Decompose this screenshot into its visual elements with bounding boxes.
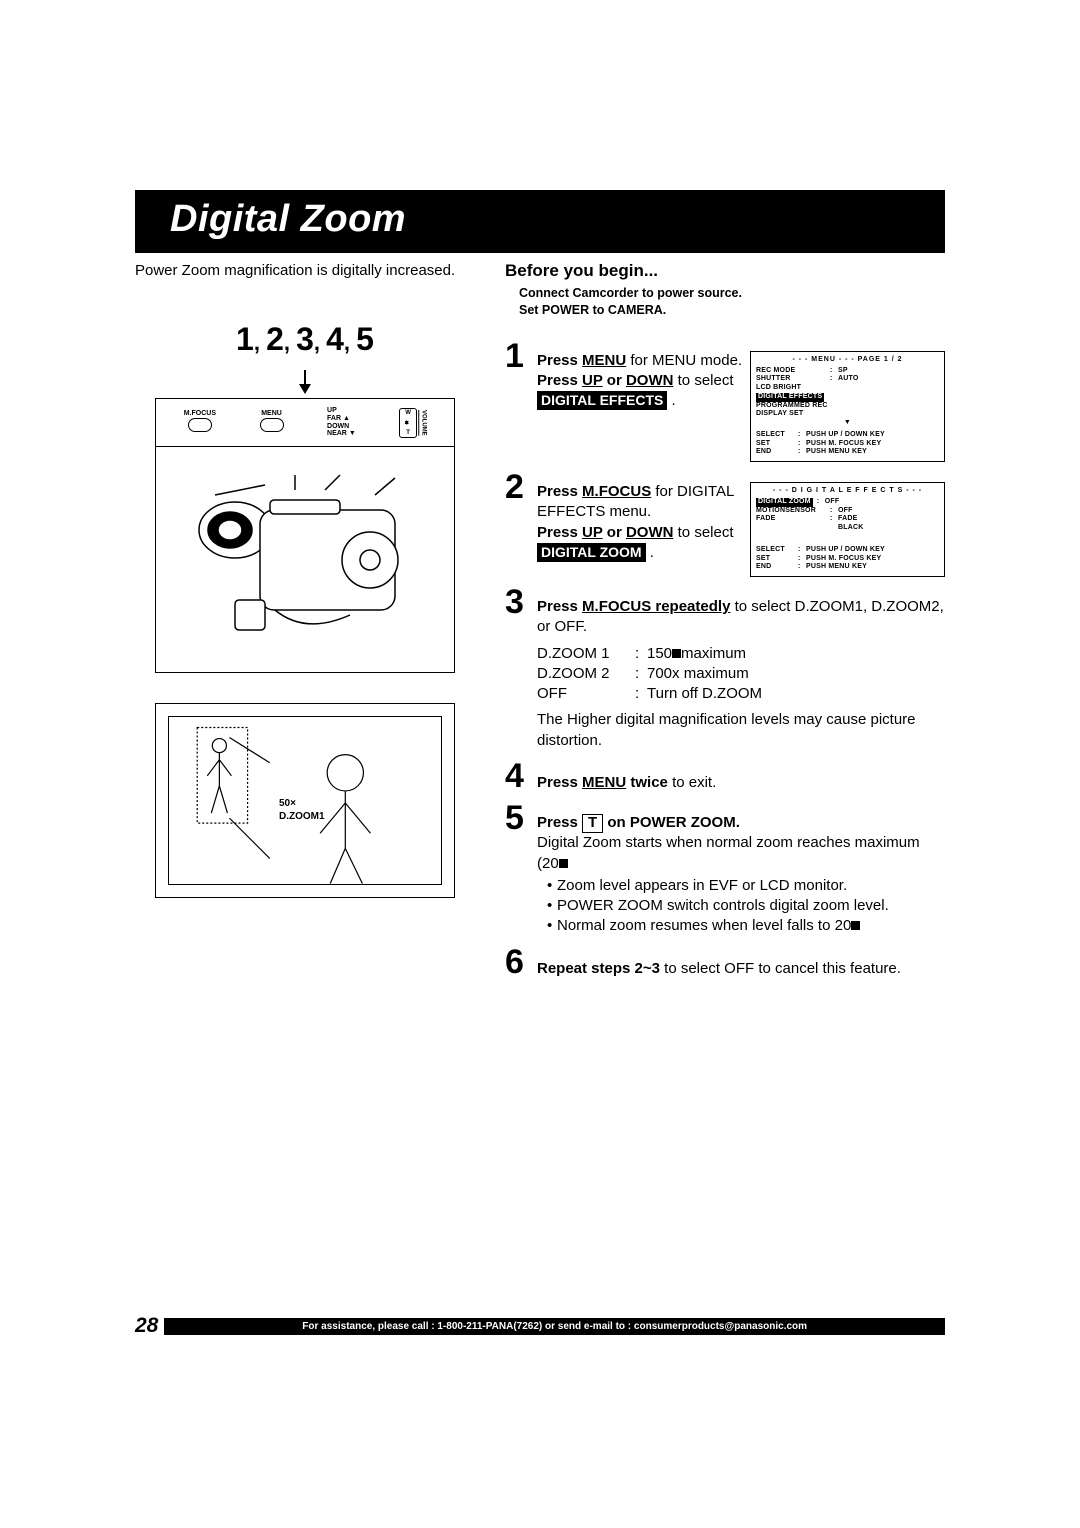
footer-assistance-bar: For assistance, please call : 1-800-211-…: [164, 1318, 945, 1335]
step-ref-4: 4: [326, 321, 344, 357]
up-label: UP: [327, 407, 337, 414]
menu1-header: - - - MENU - - - PAGE 1 / 2: [756, 356, 939, 365]
menu-screenshot-1: - - - MENU - - - PAGE 1 / 2 REC MODE:SP …: [750, 351, 945, 462]
down-label: DOWN: [327, 423, 349, 430]
menu2-header: - - - D I G I T A L E F F E C T S - - -: [756, 487, 939, 496]
step-3-text: Press M.FOCUS repeatedly to select D.ZOO…: [537, 587, 945, 751]
step-number-5: 5: [505, 803, 531, 834]
step-number-3: 3: [505, 587, 531, 618]
page-number: 28: [135, 1314, 158, 1338]
page-title: Digital Zoom: [170, 198, 925, 241]
t-label: T: [406, 430, 410, 436]
menu-button-icon: [260, 418, 284, 432]
mfocus-button-icon: [188, 418, 212, 432]
menu-label: MENU: [260, 410, 284, 418]
arrow-down-icon: [135, 370, 475, 394]
right-column: Before you begin... Connect Camcorder to…: [505, 261, 945, 989]
digital-zoom-chip: DIGITAL ZOOM: [537, 543, 646, 562]
lcd-diagram: 50× D.ZOOM1: [155, 703, 455, 898]
control-panel-diagram: M.FOCUS MENU UP FAR ▲ DOWN NEAR ▼ W ▲: [155, 398, 455, 673]
step-ref-3: 3: [296, 321, 314, 357]
step-1: 1 Press MENU for MENU mode. Press UP or …: [505, 341, 945, 462]
step-2: 2 Press M.FOCUS for DIGITAL EFFECTS menu…: [505, 472, 945, 577]
begin-sub-1: Connect Camcorder to power source.: [519, 285, 945, 302]
step-number-1: 1: [505, 341, 531, 372]
dzoom-options: D.ZOOM 1:150maximum D.ZOOM 2:700x maximu…: [537, 644, 945, 705]
step-number-6: 6: [505, 947, 531, 978]
step-5-bullet-3: Normal zoom resumes when level falls to …: [547, 916, 945, 936]
controls-row: M.FOCUS MENU UP FAR ▲ DOWN NEAR ▼ W ▲: [156, 399, 454, 447]
title-bar: Digital Zoom: [135, 190, 945, 253]
step-3-note: The Higher digital magnification levels …: [537, 710, 945, 751]
steps-label: 1, 2, 3, 4, 5: [135, 321, 475, 358]
step-2-text: Press M.FOCUS for DIGITAL EFFECTS menu. …: [537, 482, 746, 563]
step-5: 5 Press T on POWER ZOOM. Digital Zoom st…: [505, 803, 945, 937]
step-6: 6 Repeat steps 2~3 to select OFF to canc…: [505, 947, 945, 979]
step-ref-2: 2: [266, 321, 284, 357]
w-label: W: [405, 410, 411, 416]
lcd-zoom-value: 50×: [279, 797, 325, 810]
digital-effects-chip: DIGITAL EFFECTS: [537, 391, 667, 410]
zoom-rocker-icon: W ▲ ▼ T: [399, 408, 417, 438]
step-4-text: Press MENU twice to exit.: [537, 761, 945, 793]
before-begin-heading: Before you begin...: [505, 261, 945, 281]
step-5-bullet-2: POWER ZOOM switch controls digital zoom …: [547, 896, 945, 916]
camera-illustration: [156, 447, 454, 672]
content: Power Zoom magnification is digitally in…: [135, 261, 945, 989]
step-ref-5: 5: [356, 321, 374, 357]
left-column: Power Zoom magnification is digitally in…: [135, 261, 475, 989]
volume-label: VOLUME: [420, 410, 426, 436]
step-1-text: Press MENU for MENU mode. Press UP or DO…: [537, 351, 746, 412]
step-6-text: Repeat steps 2~3 to select OFF to cancel…: [537, 947, 945, 979]
intro-text: Power Zoom magnification is digitally in…: [135, 261, 475, 281]
step-3: 3 Press M.FOCUS repeatedly to select D.Z…: [505, 587, 945, 751]
far-label: FAR: [327, 415, 341, 422]
step-5-text: Press T on POWER ZOOM. Digital Zoom star…: [537, 803, 945, 937]
menu-screenshot-2: - - - D I G I T A L E F F E C T S - - - …: [750, 482, 945, 577]
step-4: 4 Press MENU twice to exit.: [505, 761, 945, 793]
step-5-bullet-1: Zoom level appears in EVF or LCD monitor…: [547, 876, 945, 896]
page-footer: 28 For assistance, please call : 1-800-2…: [135, 1314, 945, 1338]
step-number-2: 2: [505, 472, 531, 503]
begin-sub-2: Set POWER to CAMERA.: [519, 302, 945, 319]
begin-instructions: Connect Camcorder to power source. Set P…: [519, 285, 945, 319]
near-label: NEAR: [327, 430, 347, 437]
menu1-selected: DIGITAL EFFECTS: [756, 393, 824, 402]
t-key-icon: T: [582, 814, 603, 833]
step-ref-1: 1: [236, 321, 254, 357]
lcd-mode-value: D.ZOOM1: [279, 810, 325, 823]
step-number-4: 4: [505, 761, 531, 792]
menu2-selected: DIGITAL ZOOM: [756, 498, 813, 507]
mfocus-label: M.FOCUS: [184, 410, 216, 418]
